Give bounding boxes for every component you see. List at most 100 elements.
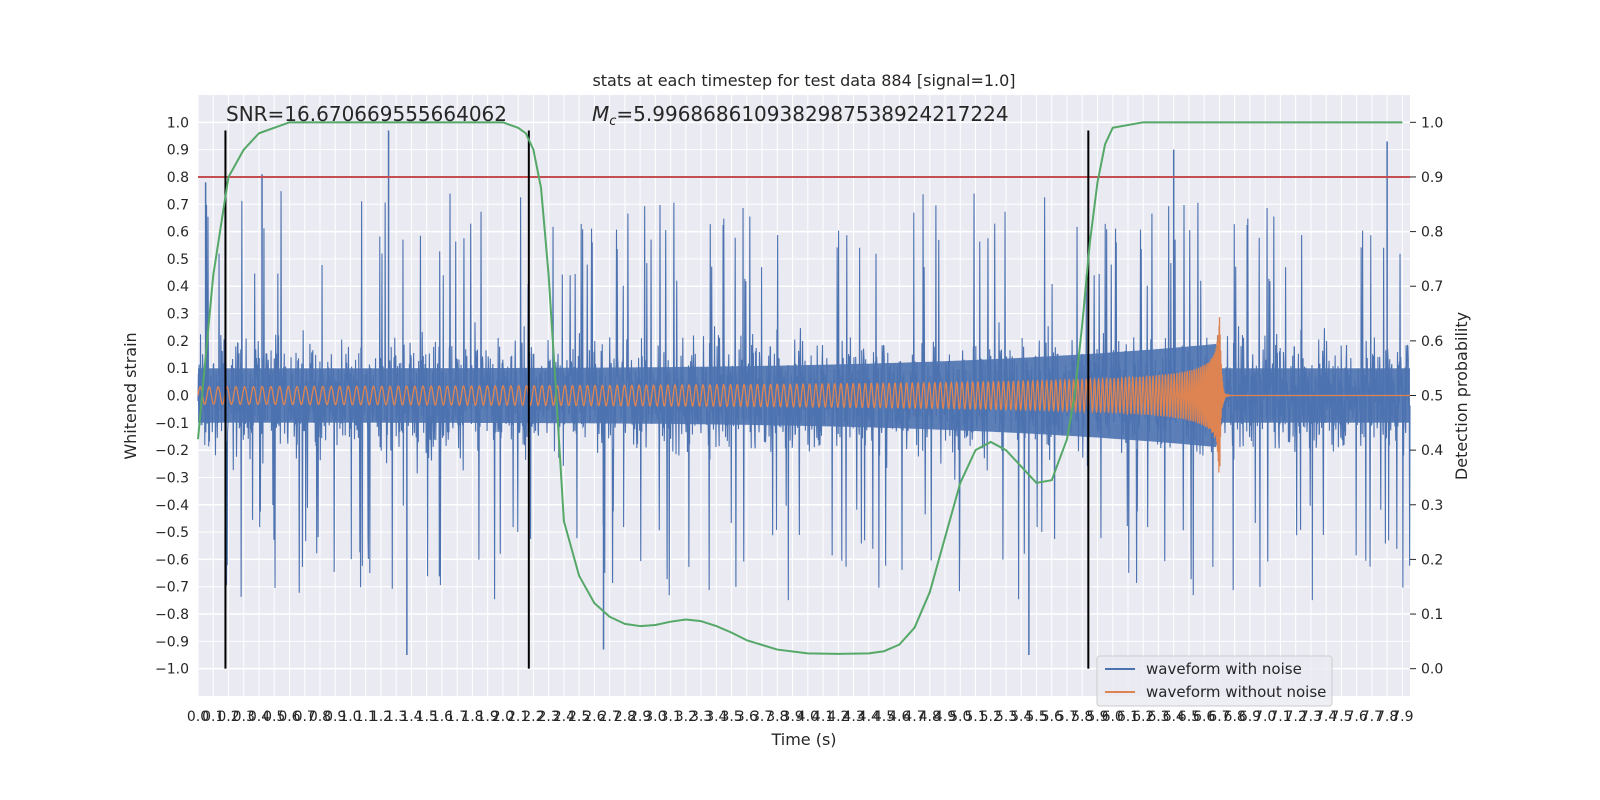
y-tick-label-right: 1.0 (1421, 115, 1443, 131)
y-tick-label-right: 0.8 (1421, 225, 1443, 241)
y-tick-label-left: 0.4 (167, 279, 189, 295)
y-tick-label-left: −0.1 (155, 416, 189, 432)
legend-label-noise: waveform with noise (1146, 660, 1302, 678)
x-tick-label: 7.2 (1285, 709, 1307, 725)
x-tick-label: 5.5 (1025, 709, 1047, 725)
chirp-mass-annotation: Mc=5.9968686109382987538924217224 (592, 102, 1009, 129)
x-tick-label: 2.8 (614, 709, 636, 725)
x-tick-label: 2.7 (598, 709, 620, 725)
x-tick-label: 5.0 (949, 709, 971, 725)
x-tick-label: 6.8 (1224, 709, 1246, 725)
x-tick-label: 5.8 (1071, 709, 1093, 725)
x-tick-label: 1.7 (446, 709, 468, 725)
x-tick-label: 6.9 (1239, 709, 1261, 725)
x-tick-label: 4.5 (873, 709, 895, 725)
x-tick-label: 7.0 (1254, 709, 1276, 725)
x-tick-label: 5.3 (995, 709, 1017, 725)
x-tick-label: 2.2 (522, 709, 544, 725)
x-tick-label: 3.6 (736, 709, 758, 725)
x-tick-label: 4.4 (858, 709, 880, 725)
x-tick-label: 4.8 (919, 709, 941, 725)
y-tick-label-left: 0.2 (167, 334, 189, 350)
y-tick-label-left: 0.5 (167, 252, 189, 268)
x-tick-label: 1.4 (400, 709, 422, 725)
y-tick-label-left: 0.8 (167, 170, 189, 186)
y-tick-label-left: −0.8 (155, 607, 189, 623)
x-tick-label: 0.9 (324, 709, 346, 725)
y-tick-label-right: 0.1 (1421, 607, 1443, 623)
legend-box (1096, 655, 1333, 707)
legend: waveform with noise waveform without noi… (1096, 655, 1333, 707)
x-tick-label: 6.4 (1163, 709, 1185, 725)
x-tick-label: 7.6 (1346, 709, 1368, 725)
y-tick-label-left: −0.7 (155, 580, 189, 596)
x-tick-label: 2.5 (568, 709, 590, 725)
x-tick-label: 2.6 (583, 709, 605, 725)
x-tick-label: 6.6 (1193, 709, 1215, 725)
noise-core-band (198, 343, 1410, 448)
y-tick-label-left: 0.9 (167, 143, 189, 159)
y-tick-label-left: 0.0 (167, 389, 189, 405)
x-tick-label: 6.1 (1117, 709, 1139, 725)
x-tick-label: 7.1 (1269, 709, 1291, 725)
y-tick-label-right: 0.0 (1421, 662, 1443, 678)
x-tick-label: 1.3 (385, 709, 407, 725)
x-tick-label: 4.7 (903, 709, 925, 725)
x-tick-label: 0.0 (187, 709, 209, 725)
x-tick-label: 5.9 (1086, 709, 1108, 725)
x-tick-label: 3.7 (751, 709, 773, 725)
axes: 0.00.10.20.30.40.50.60.70.80.91.01.11.21… (155, 115, 1443, 725)
x-tick-label: 6.5 (1178, 709, 1200, 725)
x-tick-label: 1.1 (355, 709, 377, 725)
chirp-mass-symbol: M (592, 102, 609, 126)
x-tick-label: 5.2 (980, 709, 1002, 725)
y-tick-label-left: −0.3 (155, 470, 189, 486)
x-tick-label: 1.6 (431, 709, 453, 725)
x-tick-label: 0.3 (233, 709, 255, 725)
x-tick-label: 0.4 (248, 709, 270, 725)
y-tick-label-right: 0.5 (1421, 389, 1443, 405)
x-tick-label: 0.6 (278, 709, 300, 725)
x-tick-label: 3.3 (690, 709, 712, 725)
x-tick-label: 0.5 (263, 709, 285, 725)
x-tick-label: 2.4 (553, 709, 575, 725)
x-tick-label: 1.0 (339, 709, 361, 725)
x-tick-label: 3.5 (720, 709, 742, 725)
x-tick-label: 2.9 (629, 709, 651, 725)
x-tick-label: 7.5 (1330, 709, 1352, 725)
x-tick-label: 3.8 (766, 709, 788, 725)
y-tick-label-left: 0.6 (167, 225, 189, 241)
y-tick-label-left: −0.4 (155, 498, 189, 514)
x-tick-label: 2.1 (507, 709, 529, 725)
legend-label-clean: waveform without noise (1146, 683, 1326, 701)
x-tick-label: 4.2 (827, 709, 849, 725)
x-tick-label: 4.0 (797, 709, 819, 725)
x-tick-label: 7.9 (1391, 709, 1413, 725)
x-tick-label: 6.0 (1102, 709, 1124, 725)
x-tick-label: 1.8 (461, 709, 483, 725)
y-tick-label-left: −0.6 (155, 552, 189, 568)
x-tick-label: 6.3 (1147, 709, 1169, 725)
y-tick-label-right: 0.2 (1421, 552, 1443, 568)
x-tick-label: 4.6 (888, 709, 910, 725)
x-tick-label: 1.9 (477, 709, 499, 725)
x-tick-label: 1.5 (416, 709, 438, 725)
x-tick-label: 0.7 (294, 709, 316, 725)
y-axis-label-right: Detection probability (1452, 312, 1471, 480)
y-tick-label-left: 0.1 (167, 361, 189, 377)
y-tick-label-left: 0.7 (167, 197, 189, 213)
y-tick-label-left: −0.5 (155, 525, 189, 541)
y-tick-label-right: 0.4 (1421, 443, 1443, 459)
x-tick-label: 7.8 (1376, 709, 1398, 725)
y-tick-label-right: 0.9 (1421, 170, 1443, 186)
x-tick-label: 0.2 (217, 709, 239, 725)
y-axis-label-left: Whitened strain (121, 332, 140, 459)
x-tick-label: 2.3 (538, 709, 560, 725)
y-tick-label-right: 0.6 (1421, 334, 1443, 350)
chirp-mass-subscript: c (609, 114, 616, 129)
x-axis-label: Time (s) (770, 730, 836, 749)
snr-annotation: SNR=16.670669555664062 (226, 102, 507, 126)
x-tick-label: 4.3 (842, 709, 864, 725)
x-tick-label: 3.2 (675, 709, 697, 725)
